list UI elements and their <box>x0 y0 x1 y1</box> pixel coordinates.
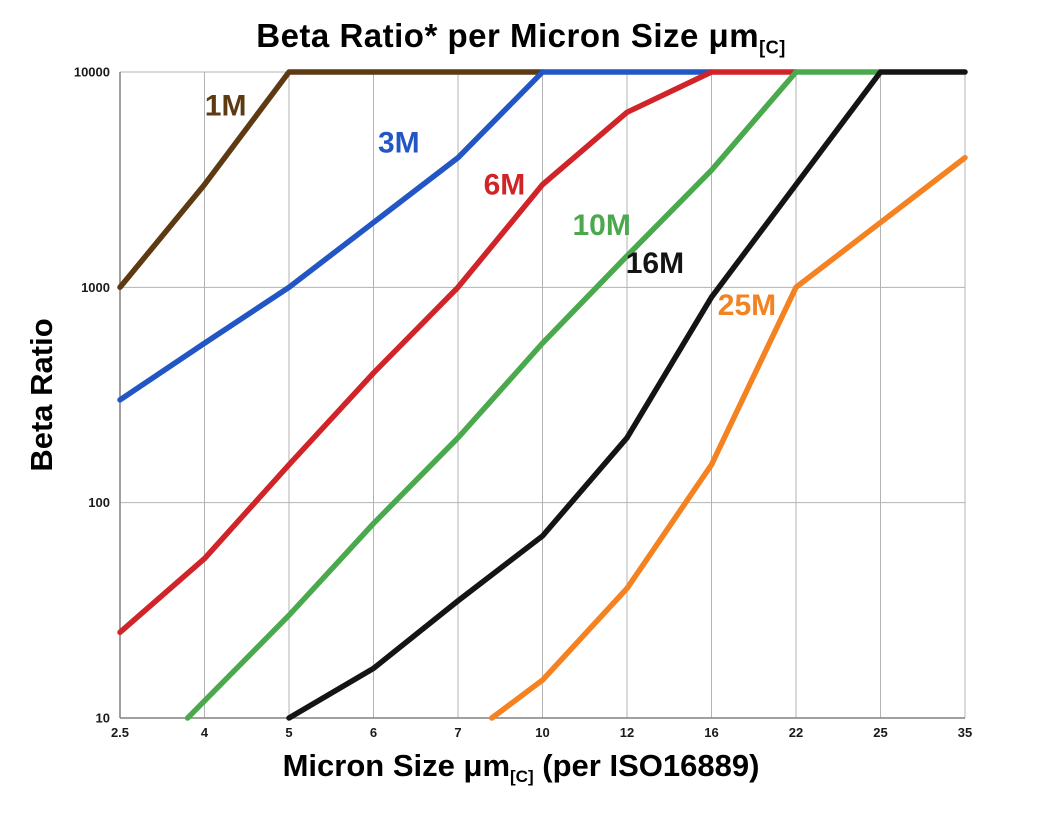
x-tick-label: 2.5 <box>111 725 129 740</box>
series-label-25M: 25M <box>718 289 776 322</box>
series-line-6M <box>117 69 799 636</box>
series-line-10M <box>184 69 884 721</box>
x-tick-label: 25 <box>873 725 887 740</box>
series-label-6M: 6M <box>484 169 526 202</box>
x-tick-label: 7 <box>454 725 461 740</box>
x-tick-label: 16 <box>704 725 718 740</box>
x-axis-title-text: Micron Size μm <box>282 748 511 783</box>
series-line-25M <box>489 154 968 721</box>
chart-title-text: Beta Ratio* per Micron Size μm <box>256 17 760 54</box>
chart-title: Beta Ratio* per Micron Size μm[C] <box>0 17 1042 58</box>
x-tick-label: 35 <box>958 725 972 740</box>
series-line-1M <box>117 69 546 291</box>
x-tick-label: 12 <box>620 725 634 740</box>
series-line-3M <box>117 69 715 403</box>
x-tick-label: 10 <box>535 725 549 740</box>
x-tick-label: 5 <box>285 725 292 740</box>
x-axis-title-subscript: [C] <box>510 766 534 786</box>
chart-title-subscript: [C] <box>759 37 786 58</box>
x-axis-title: Micron Size μm[C] (per ISO16889) <box>0 748 1042 787</box>
series-label-10M: 10M <box>572 209 630 242</box>
y-tick-label: 10 <box>96 711 110 726</box>
x-tick-label: 6 <box>370 725 377 740</box>
series-label-16M: 16M <box>626 247 684 280</box>
series-label-3M: 3M <box>378 127 420 160</box>
y-tick-label: 1000 <box>81 280 110 295</box>
y-tick-label: 10000 <box>74 65 110 80</box>
series-line-16M <box>286 69 968 721</box>
y-tick-label: 100 <box>88 495 110 510</box>
x-tick-label: 4 <box>201 725 209 740</box>
series-label-1M: 1M <box>205 89 247 122</box>
x-tick-label: 22 <box>789 725 803 740</box>
x-axis-title-tail: (per ISO16889) <box>533 748 760 783</box>
